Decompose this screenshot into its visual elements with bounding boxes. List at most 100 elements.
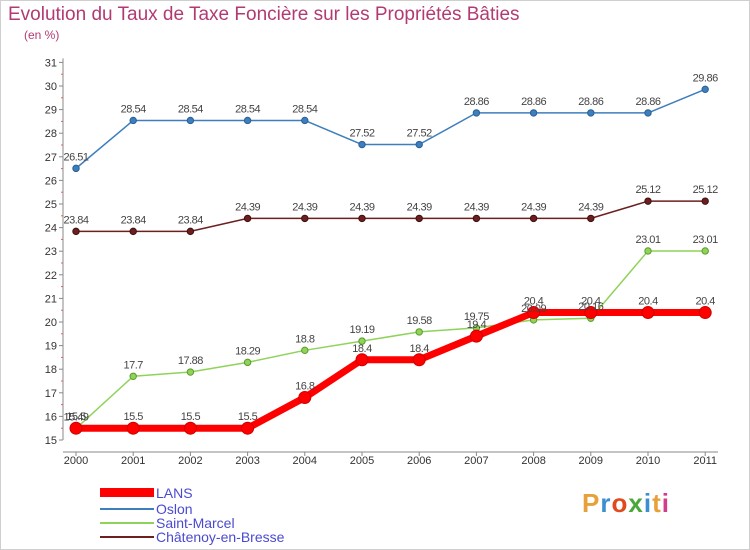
data-point-oslon <box>358 140 366 149</box>
data-label-chatenoy-en-bresse: 23.84 <box>63 214 88 226</box>
data-point-chatenoy-en-bresse <box>587 214 595 223</box>
data-point-chatenoy-en-bresse <box>301 214 309 223</box>
series-line-saint-marcel <box>75 250 706 429</box>
data-point-saint-marcel <box>415 328 423 336</box>
y-tick-label: 20 <box>45 317 57 329</box>
x-tick-label: 2000 <box>64 455 88 467</box>
brand-logo-letter: i <box>643 488 653 518</box>
data-label-chatenoy-en-bresse: 24.39 <box>578 201 603 213</box>
data-label-lans: 20.4 <box>581 296 601 308</box>
legend-swatch-saint-marcel <box>100 521 154 524</box>
data-label-chatenoy-en-bresse: 24.39 <box>292 201 317 213</box>
y-tick-label: 26 <box>45 175 57 187</box>
data-point-oslon <box>415 140 423 149</box>
x-tick-label: 2006 <box>407 455 431 467</box>
brand-logo-letter: x <box>628 488 644 518</box>
series-line-lans <box>76 309 706 432</box>
brand-logo-letter: r <box>600 488 612 518</box>
legend-swatch-chatenoy-en-bresse <box>100 535 154 538</box>
data-point-oslon <box>243 116 252 125</box>
data-label-oslon: 29.86 <box>693 72 718 84</box>
y-axis-unit-label: (en %) <box>24 28 60 42</box>
data-point-lans <box>298 391 312 405</box>
data-point-oslon <box>301 116 309 125</box>
data-point-saint-marcel <box>186 368 195 376</box>
data-point-lans <box>469 329 483 343</box>
legend-item-oslon: Oslon <box>100 500 193 517</box>
data-label-saint-marcel: 18.8 <box>295 333 315 345</box>
data-point-oslon <box>701 85 709 94</box>
data-point-chatenoy-en-bresse <box>243 214 252 223</box>
chart-title: Evolution du Taux de Taxe Foncière sur l… <box>8 4 520 25</box>
data-label-oslon: 28.54 <box>178 103 203 115</box>
data-label-lans: 15.5 <box>238 411 258 423</box>
data-label-saint-marcel: 18.29 <box>235 345 260 357</box>
data-label-oslon: 28.86 <box>521 96 546 108</box>
data-label-oslon: 27.52 <box>349 128 374 140</box>
data-label-oslon: 27.52 <box>407 128 432 140</box>
legend-item-saint-marcel: Saint-Marcel <box>100 515 235 531</box>
data-label-saint-marcel: 19.58 <box>407 315 432 327</box>
data-point-chatenoy-en-bresse <box>186 227 195 236</box>
data-label-oslon: 26.51 <box>63 151 88 163</box>
data-point-chatenoy-en-bresse <box>415 214 423 223</box>
series-line-chatenoy-en-bresse <box>76 200 706 233</box>
y-tick-label: 23 <box>45 246 57 258</box>
series-line-oslon <box>75 88 706 169</box>
x-tick-label: 2009 <box>579 455 603 467</box>
x-tick-label: 2007 <box>464 455 488 467</box>
data-point-oslon <box>186 116 195 125</box>
x-tick-label: 2002 <box>178 455 202 467</box>
data-label-chatenoy-en-bresse: 23.84 <box>121 214 146 226</box>
data-label-oslon: 28.86 <box>635 96 660 108</box>
data-point-lans <box>126 421 140 435</box>
legend-label: LANS <box>156 484 193 501</box>
data-label-lans: 18.4 <box>352 343 372 355</box>
data-label-oslon: 28.86 <box>578 96 603 108</box>
data-label-saint-marcel: 23.01 <box>635 234 660 246</box>
data-label-chatenoy-en-bresse: 24.39 <box>521 201 546 213</box>
data-label-saint-marcel: 17.88 <box>178 355 203 367</box>
y-tick-label: 25 <box>45 199 57 211</box>
data-label-saint-marcel: 15.49 <box>63 411 88 423</box>
x-tick-label: 2001 <box>121 455 145 467</box>
data-label-lans: 20.4 <box>638 296 658 308</box>
data-point-oslon <box>129 116 137 125</box>
data-label-saint-marcel: 19.19 <box>349 324 374 336</box>
legend-label: Oslon <box>156 500 193 517</box>
x-tick-label: 2010 <box>636 455 660 467</box>
data-label-lans: 16.8 <box>295 381 315 393</box>
data-point-chatenoy-en-bresse <box>358 214 366 223</box>
data-label-lans: 18.4 <box>409 343 429 355</box>
data-point-lans <box>584 306 598 320</box>
data-point-saint-marcel <box>701 247 709 255</box>
data-label-lans: 15.5 <box>181 411 201 423</box>
data-label-oslon: 28.54 <box>121 103 146 115</box>
x-tick-label: 2008 <box>521 455 545 467</box>
y-tick-label: 21 <box>45 293 57 305</box>
data-point-chatenoy-en-bresse <box>644 197 652 205</box>
data-label-chatenoy-en-bresse: 24.39 <box>349 201 374 213</box>
data-label-saint-marcel: 20.09 <box>521 303 546 315</box>
data-point-oslon <box>587 109 595 117</box>
data-point-chatenoy-en-bresse <box>72 227 80 236</box>
data-label-oslon: 28.86 <box>464 96 489 108</box>
data-label-lans: 19.4 <box>467 319 487 331</box>
y-tick-label: 31 <box>45 57 57 69</box>
legend-item-chatenoy-en-bresse: Châtenoy-en-Bresse <box>100 528 285 545</box>
data-label-saint-marcel: 19.75 <box>464 311 489 323</box>
data-label-lans: 15.5 <box>123 411 143 423</box>
data-label-chatenoy-en-bresse: 24.39 <box>235 201 260 213</box>
y-tick-label: 30 <box>45 81 57 93</box>
data-label-saint-marcel: 20.16 <box>578 301 603 313</box>
data-label-saint-marcel: 23.01 <box>693 234 718 246</box>
y-tick-label: 18 <box>45 364 57 376</box>
data-point-lans <box>641 306 655 320</box>
legend-label: Châtenoy-en-Bresse <box>156 528 285 545</box>
data-point-saint-marcel <box>243 358 252 367</box>
data-point-saint-marcel <box>644 247 652 255</box>
data-label-lans: 20.4 <box>524 296 544 308</box>
data-label-lans: 15.5 <box>66 411 86 423</box>
